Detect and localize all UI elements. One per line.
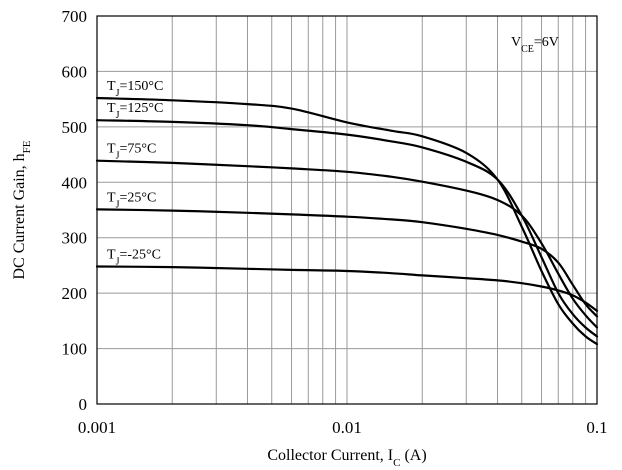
series-line-1 (95, 96, 599, 346)
series-label-3: TJ=75°C (107, 142, 156, 162)
series-line-4 (95, 208, 599, 318)
y-tick-label: 500 (62, 118, 88, 137)
y-axis-title: DC Current Gain, hFE (11, 140, 33, 279)
plot-frame (96, 15, 598, 405)
y-tick-label: 600 (62, 62, 88, 81)
x-tick-label: 0.01 (332, 418, 362, 437)
series-label-1: TJ=150°C (107, 79, 163, 99)
series-line-2 (95, 119, 599, 338)
x-axis-title: Collector Current, IC (A) (267, 447, 426, 469)
y-tick-label: 300 (62, 229, 88, 248)
series-label-5: TJ=-25°C (107, 248, 161, 268)
y-tick-label: 200 (62, 284, 88, 303)
x-tick-label: 0.1 (586, 418, 607, 437)
series-line-3 (95, 159, 599, 329)
series-label-2: TJ=125°C (107, 101, 163, 121)
tick-labels: 0 100 200 300 400 500 600 700 0.001 0.01 0.1 (62, 7, 608, 437)
y-tick-label: 100 (62, 340, 88, 359)
grid (97, 16, 597, 404)
condition-annotation: VCE=6V (511, 35, 559, 55)
y-tick-label: 700 (62, 7, 88, 26)
series-line-5 (95, 265, 599, 312)
y-tick-label: 0 (79, 395, 88, 414)
series-lines (95, 96, 599, 346)
x-tick-label: 0.001 (78, 418, 116, 437)
series-label-4: TJ=25°C (107, 190, 156, 210)
series-labels: TJ=150°CTJ=125°C TJ=75°C TJ=25°C TJ=-25°C (107, 79, 163, 267)
y-tick-label: 400 (62, 173, 88, 192)
